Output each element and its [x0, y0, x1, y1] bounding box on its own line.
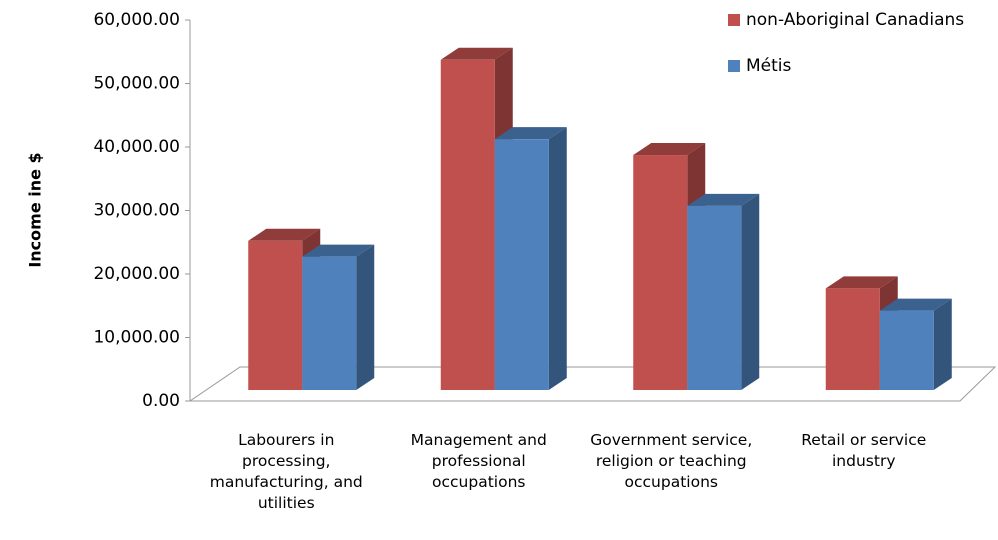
bar-top [248, 228, 321, 241]
bar [248, 240, 303, 390]
x-tick-label: Government service, religion or teaching… [590, 431, 753, 491]
bar-top [440, 47, 513, 60]
x-tick-label: Management and professional occupations [410, 431, 547, 491]
bar [494, 139, 549, 390]
bar-top [879, 298, 952, 311]
y-tick-label: 0.00 [142, 391, 180, 411]
bar-side [741, 193, 760, 390]
y-tick-label: 30,000.00 [93, 201, 180, 221]
y-tick-label: 60,000.00 [93, 10, 180, 30]
bar-top [302, 244, 375, 257]
y-tick-label: 40,000.00 [93, 137, 180, 157]
bar-side [933, 298, 952, 390]
legend-swatch [728, 60, 740, 72]
legend-label: non-Aboriginal Canadians [746, 10, 964, 30]
bar [302, 256, 357, 390]
bar-top [494, 127, 567, 140]
x-tick-label: Labourers in processing, manufacturing, … [209, 431, 363, 512]
floor [188, 366, 997, 402]
bar-top [687, 193, 760, 206]
bar [879, 310, 934, 390]
bar-side [356, 244, 375, 390]
legend-swatch [728, 14, 740, 26]
bar-top [825, 276, 898, 289]
y-tick-label: 20,000.00 [93, 264, 180, 284]
y-tick-label: 50,000.00 [93, 74, 180, 94]
bar [687, 205, 742, 390]
bar-top [633, 143, 706, 156]
y-tick-label: 10,000.00 [93, 328, 180, 348]
bar [440, 59, 495, 391]
bar-side [548, 127, 567, 391]
y-axis-label: Income ine $ [26, 152, 45, 267]
legend-label: Métis [746, 56, 792, 76]
bar [825, 288, 880, 390]
bar [633, 155, 688, 390]
x-tick-label: Retail or service industry [801, 431, 927, 470]
